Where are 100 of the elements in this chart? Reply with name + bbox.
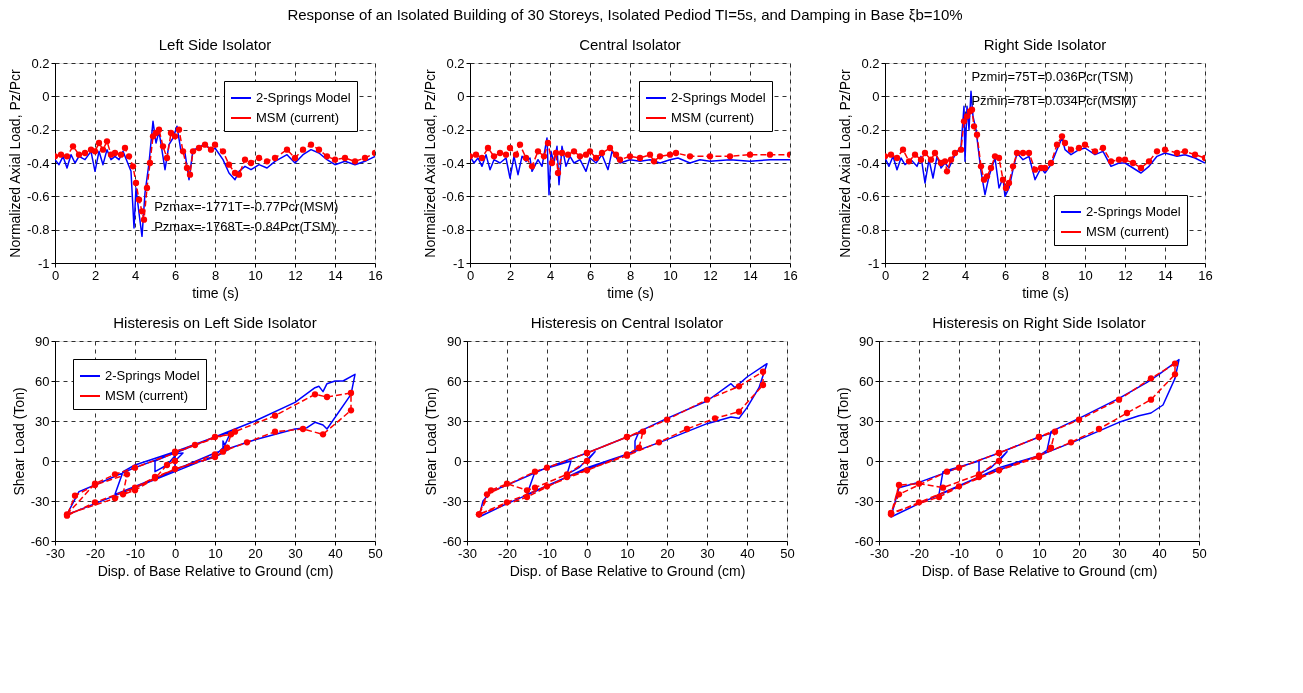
y-tick-label: -0.8 [857,222,880,238]
x-tick-label: 12 [1118,267,1133,283]
x-tick-label: 4 [961,267,970,283]
x-tick-label: 4 [131,267,140,283]
chart-title: Histeresis on Left Side Isolator [113,314,317,331]
y-tick-label: 0 [872,88,880,104]
annotation: Pzmax=-1768T=-0.84Pcr(TSM) [154,219,336,234]
legend-label: 2-Springs Model [256,90,351,105]
x-tick-label: 4 [546,267,555,283]
x-tick-label: 6 [1001,267,1010,283]
x-tick-label: 8 [211,267,220,283]
x-tick-label: 20 [248,545,263,561]
x-tick-label: 12 [288,267,303,283]
y-tick-label: -60 [442,533,462,549]
x-axis-title: Disp. of Base Relative to Ground (cm) [921,562,1158,579]
y-tick-label: 0 [457,88,465,104]
x-tick-label: 30 [288,545,303,561]
x-tick-label: 20 [660,545,675,561]
legend-label: MSM (current) [105,388,189,403]
chart-title: Histeresis on Central Isolator [530,314,724,331]
y-axis-title: Shear Load (Ton) [10,387,27,496]
y-tick-label: 60 [859,373,874,389]
annotation: Pzmin=78T=0.034Pcr(MSM) [971,93,1137,108]
y-tick-label: 30 [447,413,462,429]
y-tick-label: -0.2 [442,122,465,138]
x-tick-label: 0 [171,545,180,561]
y-tick-label: 90 [447,333,462,349]
y-tick-label: 0.2 [861,55,880,71]
x-axis-title: Disp. of Base Relative to Ground (cm) [509,562,746,579]
x-tick-label: -20 [498,545,517,561]
x-tick-label: 20 [1072,545,1087,561]
x-tick-label: 16 [783,267,798,283]
y-tick-label: -0.2 [857,122,880,138]
y-axis-title: Normalized Axial Load, Pz/Pcr [422,69,439,258]
x-tick-label: 30 [1112,545,1127,561]
y-tick-label: 90 [35,333,50,349]
x-tick-label: 40 [740,545,755,561]
x-axis-title: time (s) [1022,284,1069,301]
x-tick-label: -20 [86,545,105,561]
x-tick-label: -20 [910,545,929,561]
y-tick-label: 60 [35,373,50,389]
x-tick-label: 10 [663,267,678,283]
legend-label: 2-Springs Model [1086,204,1181,219]
chart-title: Left Side Isolator [158,36,272,53]
y-tick-label: 0 [42,453,50,469]
text: Response of an Isolated Building of 30 Storeys, Isolated Pediod TI=5s, and Damping in Base ξb=10% [287,6,963,23]
x-tick-label: 2 [921,267,930,283]
y-tick-label: -0.6 [442,188,465,204]
x-tick-label: 40 [1152,545,1167,561]
y-tick-label: 0 [454,453,462,469]
x-tick-label: -10 [538,545,557,561]
x-tick-label: 10 [620,545,635,561]
legend-label: 2-Springs Model [671,90,766,105]
y-tick-label: -0.2 [27,122,50,138]
legend-label: MSM (current) [671,110,755,125]
x-tick-label: 30 [700,545,715,561]
y-tick-label: -60 [30,533,50,549]
y-tick-label: -60 [854,533,874,549]
legend-label: MSM (current) [256,110,340,125]
x-tick-label: 14 [1158,267,1173,283]
y-axis-title: Normalized Axial Load, Pz/Pcr [7,69,24,258]
y-tick-label: -0.6 [27,188,50,204]
x-axis-title: Disp. of Base Relative to Ground (cm) [97,562,334,579]
y-tick-label: -0.4 [857,155,880,171]
y-tick-label: 0 [42,88,50,104]
x-tick-label: 6 [171,267,180,283]
x-tick-label: 12 [703,267,718,283]
y-tick-label: -1 [452,255,465,271]
y-axis-title: Shear Load (Ton) [834,387,851,496]
y-tick-label: 0.2 [31,55,50,71]
annotation: Pzmax=-1771T=-0.77Pcr(MSM) [154,199,339,214]
x-tick-label: 0 [583,545,592,561]
x-axis-title: time (s) [192,284,239,301]
x-tick-label: 0 [995,545,1004,561]
x-tick-label: 2 [506,267,515,283]
x-tick-label: 16 [368,267,383,283]
x-tick-label: 40 [328,545,343,561]
x-tick-label: -10 [126,545,145,561]
y-tick-label: 30 [35,413,50,429]
x-tick-label: 10 [1032,545,1047,561]
y-tick-label: -0.8 [27,222,50,238]
y-tick-label: 60 [447,373,462,389]
chart-title: Central Isolator [579,36,681,53]
x-tick-label: 50 [368,545,383,561]
x-axis-title: time (s) [607,284,654,301]
y-tick-label: -0.4 [27,155,50,171]
chart-title: Histeresis on Right Side Isolator [932,314,1146,331]
y-axis-title: Shear Load (Ton) [422,387,439,496]
y-tick-label: -30 [30,493,50,509]
y-tick-label: 0.2 [446,55,465,71]
x-tick-label: 2 [91,267,100,283]
legend-label: MSM (current) [1086,224,1170,239]
y-tick-label: -0.4 [442,155,465,171]
y-tick-label: -30 [854,493,874,509]
legend-label: 2-Springs Model [105,368,200,383]
x-tick-label: -10 [950,545,969,561]
x-tick-label: 0 [466,267,475,283]
x-tick-label: 14 [743,267,758,283]
y-tick-label: -0.6 [857,188,880,204]
y-tick-label: 0 [866,453,874,469]
